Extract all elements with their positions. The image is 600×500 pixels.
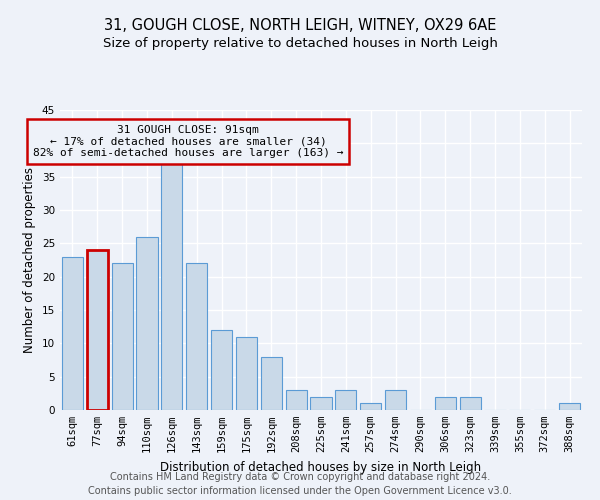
Bar [310,396,332,410]
Bar [559,404,580,410]
Bar [435,396,456,410]
Bar [460,396,481,410]
Bar [211,330,232,410]
Bar [335,390,356,410]
Bar [236,336,257,410]
Bar [186,264,207,410]
Bar [87,250,108,410]
Bar [261,356,282,410]
Text: 31 GOUGH CLOSE: 91sqm
← 17% of detached houses are smaller (34)
82% of semi-deta: 31 GOUGH CLOSE: 91sqm ← 17% of detached … [32,125,343,158]
Text: Contains HM Land Registry data © Crown copyright and database right 2024.: Contains HM Land Registry data © Crown c… [110,472,490,482]
Bar [161,164,182,410]
Y-axis label: Number of detached properties: Number of detached properties [23,167,37,353]
Bar [62,256,83,410]
Bar [136,236,158,410]
Bar [360,404,381,410]
Bar [112,264,133,410]
Bar [286,390,307,410]
Text: Contains public sector information licensed under the Open Government Licence v3: Contains public sector information licen… [88,486,512,496]
Text: 31, GOUGH CLOSE, NORTH LEIGH, WITNEY, OX29 6AE: 31, GOUGH CLOSE, NORTH LEIGH, WITNEY, OX… [104,18,496,32]
X-axis label: Distribution of detached houses by size in North Leigh: Distribution of detached houses by size … [160,460,482,473]
Bar [385,390,406,410]
Text: Size of property relative to detached houses in North Leigh: Size of property relative to detached ho… [103,38,497,51]
